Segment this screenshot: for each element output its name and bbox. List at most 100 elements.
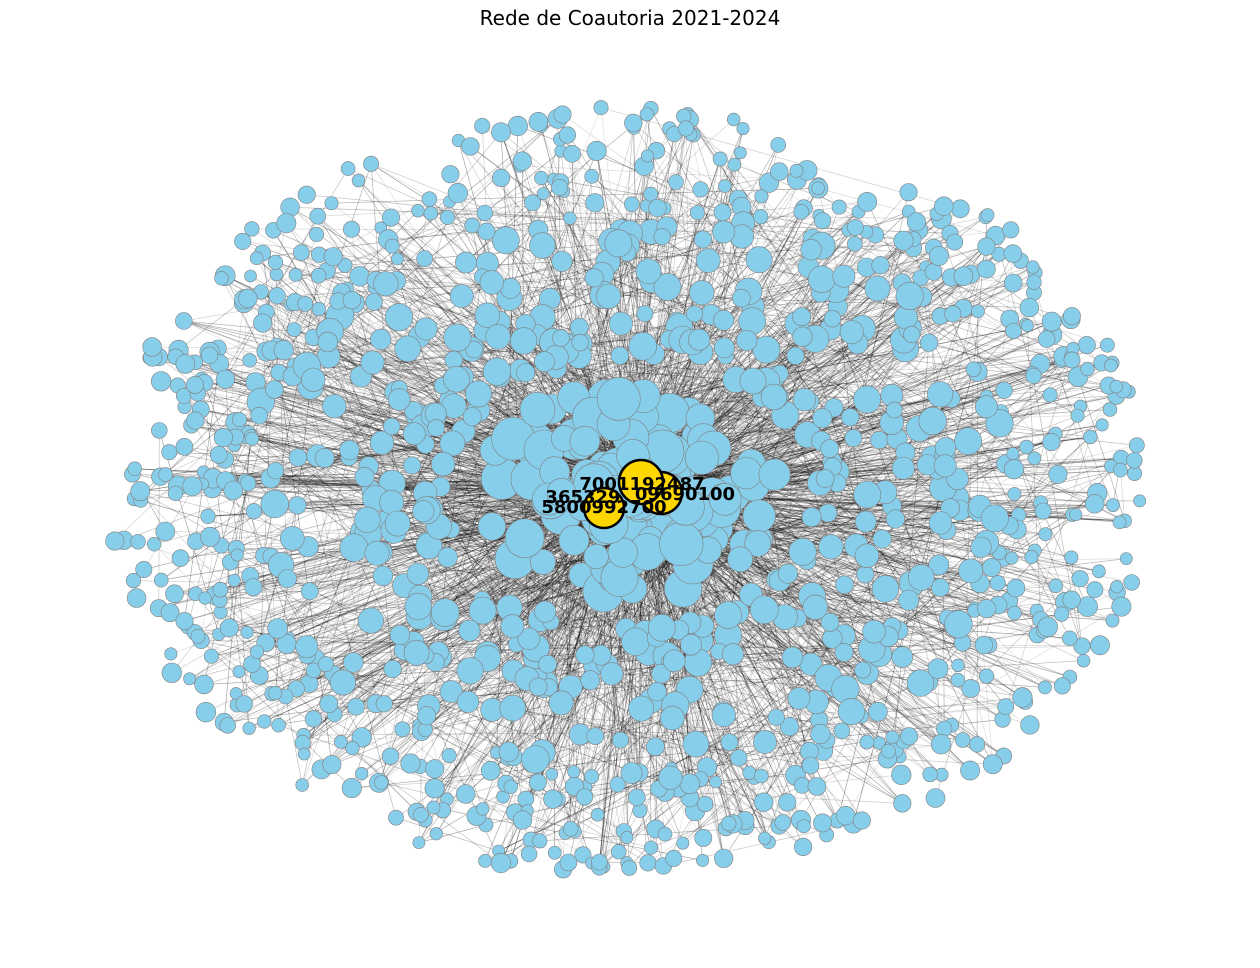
- author-node: [403, 456, 422, 475]
- network-edge: [899, 578, 1081, 758]
- author-node: [406, 562, 430, 586]
- author-node: [553, 105, 572, 124]
- author-node: [1112, 515, 1127, 530]
- author-node: [478, 854, 492, 868]
- author-node: [787, 687, 811, 710]
- network-edge: [594, 664, 842, 732]
- author-node: [1026, 274, 1042, 290]
- author-node: [429, 827, 443, 841]
- author-node: [647, 613, 676, 642]
- author-node: [538, 654, 557, 674]
- author-node: [575, 645, 595, 665]
- author-node: [872, 529, 892, 549]
- network-edge: [553, 341, 1114, 506]
- network-edge: [233, 580, 267, 643]
- author-node: [709, 775, 722, 789]
- author-node: [688, 328, 711, 351]
- author-node: [164, 647, 178, 661]
- author-node: [175, 612, 194, 631]
- author-node: [595, 283, 622, 309]
- author-node: [417, 706, 437, 726]
- author-node: [424, 778, 445, 799]
- network-edge: [221, 278, 436, 663]
- author-node: [820, 612, 840, 632]
- author-node: [1003, 273, 1023, 293]
- author-node: [477, 222, 496, 241]
- hub-nodes: [582, 458, 684, 530]
- network-edge: [195, 541, 625, 832]
- author-node: [604, 229, 633, 258]
- author-node: [732, 288, 751, 308]
- author-node: [200, 346, 219, 365]
- network-edge: [526, 376, 776, 811]
- author-node: [455, 251, 477, 274]
- author-node: [1048, 578, 1064, 593]
- author-node: [365, 293, 383, 311]
- network-edge: [660, 385, 1109, 426]
- hub-author-node: [582, 486, 626, 530]
- author-node: [412, 500, 435, 523]
- author-node: [793, 204, 810, 220]
- network-edge: [467, 469, 1121, 703]
- author-node: [295, 778, 309, 792]
- author-node: [1005, 322, 1022, 340]
- author-node: [476, 204, 493, 222]
- author-node: [462, 407, 482, 427]
- author-node: [200, 508, 216, 525]
- author-node: [847, 219, 864, 236]
- author-node: [333, 735, 348, 749]
- network-edge: [925, 266, 1088, 607]
- author-node: [276, 213, 297, 234]
- author-node: [609, 311, 633, 336]
- author-node: [130, 534, 146, 550]
- author-node: [1109, 379, 1124, 394]
- author-node: [918, 406, 947, 436]
- author-node: [185, 375, 204, 394]
- network-edge: [425, 729, 625, 832]
- network-edge: [218, 454, 738, 613]
- author-node: [563, 211, 577, 225]
- author-node: [1002, 221, 1020, 239]
- author-node: [223, 480, 244, 501]
- author-node: [439, 680, 463, 703]
- network-edge: [682, 551, 803, 844]
- network-edge: [247, 277, 595, 299]
- author-node: [430, 451, 456, 477]
- author-node: [250, 406, 269, 425]
- author-node: [685, 305, 703, 323]
- author-node: [1133, 494, 1147, 508]
- author-node: [846, 236, 863, 252]
- author-node: [300, 582, 319, 601]
- network-edge: [256, 651, 536, 760]
- author-node: [985, 409, 1014, 438]
- author-node: [997, 698, 1015, 716]
- author-node: [240, 625, 254, 639]
- author-node: [925, 788, 946, 808]
- author-node: [726, 112, 741, 127]
- network-edge: [570, 686, 739, 759]
- network-edge: [1002, 436, 1091, 720]
- author-node: [1105, 613, 1120, 628]
- author-node: [227, 573, 241, 587]
- author-node: [351, 173, 366, 188]
- author-node: [639, 854, 657, 872]
- author-node: [977, 599, 997, 619]
- author-node: [584, 268, 604, 288]
- author-node: [273, 340, 294, 361]
- author-node: [717, 179, 732, 193]
- author-node: [165, 584, 184, 604]
- network-edge: [719, 318, 1010, 530]
- author-node: [853, 480, 882, 509]
- author-node: [427, 419, 445, 437]
- author-node: [329, 669, 356, 696]
- author-node: [854, 543, 880, 568]
- author-node: [1110, 580, 1124, 594]
- network-edge: [753, 491, 889, 637]
- author-node: [792, 387, 817, 412]
- author-node: [811, 181, 825, 196]
- author-node: [1090, 635, 1110, 656]
- author-node: [394, 335, 422, 363]
- author-node: [953, 266, 974, 287]
- author-node: [1063, 351, 1081, 369]
- author-node: [1019, 439, 1034, 455]
